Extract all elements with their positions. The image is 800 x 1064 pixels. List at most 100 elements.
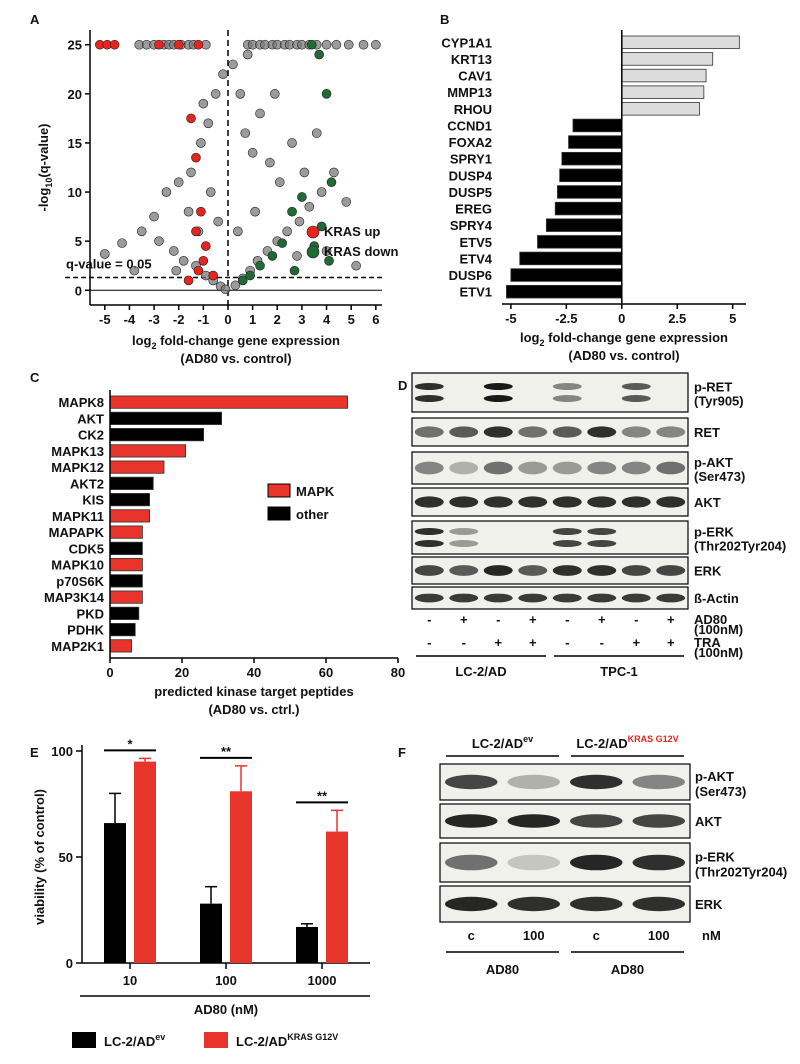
blot-band xyxy=(552,565,582,576)
point xyxy=(233,226,243,237)
point xyxy=(198,256,209,266)
point xyxy=(218,69,228,79)
bar xyxy=(109,606,140,620)
point xyxy=(299,167,310,178)
blot-band xyxy=(483,395,513,402)
blot-row-label: AKT xyxy=(694,495,721,510)
point xyxy=(316,187,327,197)
blot-band xyxy=(656,426,686,438)
point xyxy=(99,249,110,259)
x-tick-label: -5 xyxy=(99,312,111,327)
y-tick-label: 5 xyxy=(75,234,82,249)
blot-band xyxy=(587,528,617,535)
blot-band xyxy=(621,426,651,438)
x-tick-label: 0 xyxy=(224,312,231,327)
x-tick-label: 20 xyxy=(175,665,189,680)
blot-band xyxy=(445,854,498,871)
bar xyxy=(200,903,222,963)
blot-band xyxy=(587,426,617,438)
legend-label: LC-2/ADev xyxy=(104,1032,165,1049)
x-axis-label-2: (AD80 vs. ctrl.) xyxy=(208,702,299,717)
treatment-sublabel: (100nM) xyxy=(694,622,743,637)
panel-letter: A xyxy=(30,12,40,27)
group-label: AD80 xyxy=(486,962,519,977)
point xyxy=(228,59,238,70)
point xyxy=(230,280,241,291)
category-label: MMP13 xyxy=(447,85,492,100)
lane-unit: nM xyxy=(702,928,721,943)
blot-band xyxy=(483,383,513,390)
category-label: CDK5 xyxy=(69,541,104,556)
error-bar xyxy=(109,792,121,824)
point xyxy=(183,275,194,286)
legend-label-base: LC-2/AD xyxy=(236,1034,287,1049)
point xyxy=(235,89,246,99)
blot-band xyxy=(518,461,548,475)
error-bar xyxy=(139,757,151,762)
x-tick-label: 1 xyxy=(249,312,256,327)
x-tick-label: 80 xyxy=(391,665,405,680)
treatment-sign: + xyxy=(632,635,640,650)
lane-label: 100 xyxy=(648,928,670,943)
legend-swatch xyxy=(267,506,291,521)
treatment-sign: - xyxy=(565,635,569,650)
category-label: FOXA2 xyxy=(449,135,492,150)
point xyxy=(213,216,223,227)
blot-band xyxy=(587,461,617,475)
blot-band xyxy=(507,814,560,828)
point xyxy=(173,39,184,50)
blot-band xyxy=(445,814,498,828)
blot-band xyxy=(483,496,513,508)
blot-band xyxy=(570,814,623,828)
point xyxy=(245,270,255,281)
point xyxy=(267,251,278,261)
blot-strip xyxy=(411,520,689,555)
blot-band xyxy=(449,593,479,603)
x-tick-label: 0 xyxy=(106,665,113,680)
bar xyxy=(109,411,222,425)
bar xyxy=(109,590,143,604)
point xyxy=(289,265,300,276)
point xyxy=(183,206,194,217)
point xyxy=(270,89,280,99)
blot-band xyxy=(552,383,582,390)
blot-band xyxy=(552,540,582,547)
point xyxy=(287,206,297,217)
blot-band xyxy=(507,896,560,912)
blot-band xyxy=(621,496,651,508)
x-axis-label-part: fold-change gene expression xyxy=(157,333,341,348)
blot-band xyxy=(449,461,479,475)
x-tick-label: 60 xyxy=(319,665,333,680)
blot-band xyxy=(656,565,686,576)
legend-swatch xyxy=(204,1032,228,1048)
category-label: KIS xyxy=(82,493,104,508)
point xyxy=(321,89,332,99)
bar xyxy=(134,761,156,963)
blot-band xyxy=(414,461,444,475)
point xyxy=(154,39,164,50)
error-bar xyxy=(331,809,343,832)
point xyxy=(294,216,305,227)
bar xyxy=(109,558,143,572)
blot-row-label: p-AKT xyxy=(695,769,734,784)
treatment-sign: - xyxy=(565,612,569,627)
blot-row-sublabel: (Ser473) xyxy=(695,784,746,799)
blot-row-sublabel: (Ser473) xyxy=(694,469,745,484)
point xyxy=(326,177,337,188)
blot-band xyxy=(483,426,513,438)
bar xyxy=(559,168,623,183)
category-label: PDHK xyxy=(67,623,104,638)
bar xyxy=(621,68,707,83)
blot-band xyxy=(445,896,498,912)
x-axis-label-part: 2 xyxy=(539,338,544,348)
y-axis-label: viability (% of control) xyxy=(32,789,47,925)
bar xyxy=(537,235,623,249)
treatment-sign: - xyxy=(427,635,431,650)
point xyxy=(324,256,334,266)
x-axis-label: log2 fold-change gene expression xyxy=(520,330,728,348)
point xyxy=(297,192,307,202)
error-bar xyxy=(301,923,313,927)
y-tick-label: 100 xyxy=(51,744,73,759)
x-tick-label: -1 xyxy=(198,312,210,327)
category-label: MAPK12 xyxy=(51,460,104,475)
